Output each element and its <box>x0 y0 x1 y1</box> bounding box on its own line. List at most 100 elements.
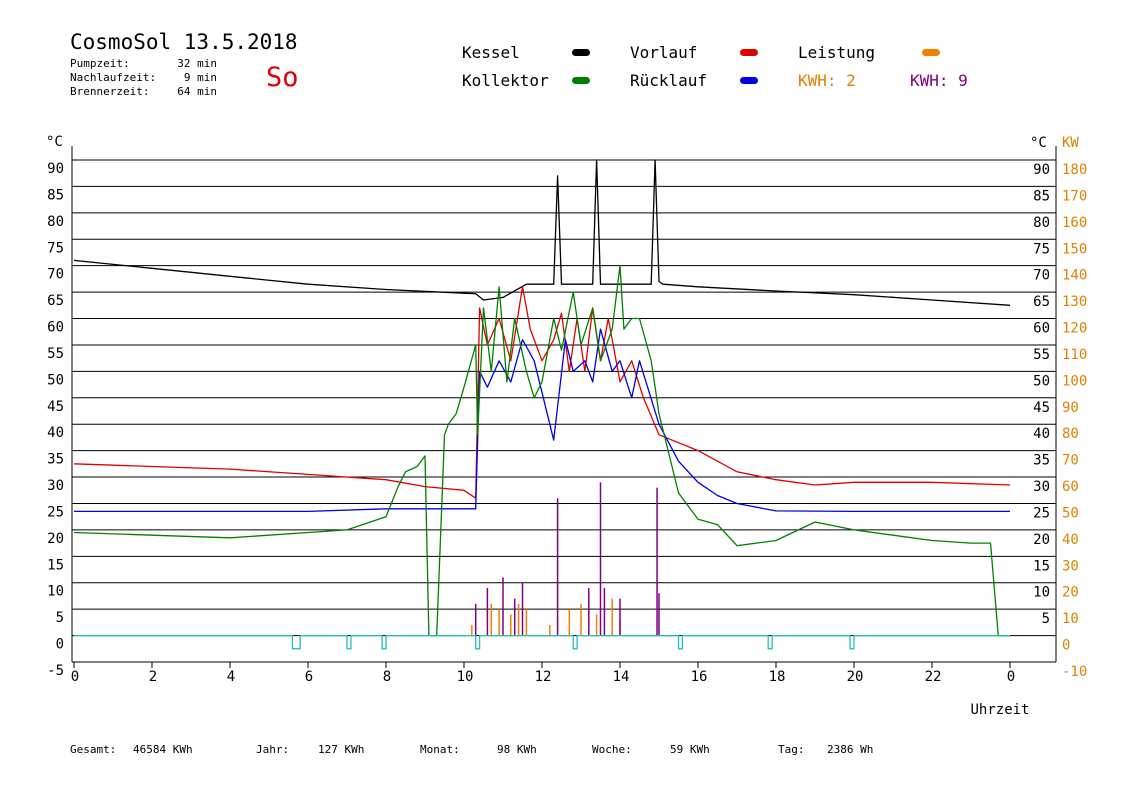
stat-brennerzeit-label: Brennerzeit: <box>70 85 150 98</box>
footer-jahr-label: Jahr: <box>256 743 290 756</box>
y-tick-label-right: 65 <box>1033 294 1050 310</box>
y2-tick-label: 70 <box>1062 453 1079 469</box>
y-tick-label-left: 50 <box>47 372 64 388</box>
y-tick-label-right: 70 <box>1033 268 1050 284</box>
x-tick-label: 18 <box>769 669 786 685</box>
x-tick-label: 12 <box>535 669 552 685</box>
footer-tag-value: 2386 Wh <box>827 743 874 756</box>
footer-woche-value: 59 KWh <box>670 743 710 756</box>
weekday-label: So <box>266 62 299 93</box>
x-tick-label: 4 <box>227 669 235 685</box>
y2-tick-label: 120 <box>1062 321 1087 337</box>
y-tick-label-right: 55 <box>1033 347 1050 363</box>
y-tick-label-left: 45 <box>47 399 64 415</box>
y2-tick-label: 0 <box>1062 638 1070 654</box>
legend-kollektor-label: Kollektor <box>462 71 549 90</box>
y-tick-label-left: 0 <box>56 637 64 653</box>
legend-kessel-label: Kessel <box>462 43 520 62</box>
y-tick-label-right: 85 <box>1033 188 1050 204</box>
y-tick-label-left: 60 <box>47 320 64 336</box>
stat-pumpzeit-label: Pumpzeit: <box>70 57 130 70</box>
y-tick-label-right: 10 <box>1033 585 1050 601</box>
y2-tick-label: 160 <box>1062 215 1087 231</box>
y-tick-label-left: 85 <box>47 187 64 203</box>
legend-kessel-swatch <box>572 49 590 56</box>
y-tick-label-right: 5 <box>1042 611 1050 627</box>
footer-monat-label: Monat: <box>420 743 460 756</box>
y-tick-label-left: 10 <box>47 584 64 600</box>
series-line-ruecklauf <box>74 328 1010 513</box>
y-tick-label-left: 5 <box>56 610 64 626</box>
x-tick-label: 10 <box>457 669 474 685</box>
legend-kwh-brenner: KWH: 9 <box>910 71 968 90</box>
y-tick-label-left: 20 <box>47 531 64 547</box>
y-tick-label-left: 75 <box>47 240 64 256</box>
stat-brennerzeit-value: 64 min <box>177 85 217 98</box>
y-tick-label-right: 40 <box>1033 426 1050 442</box>
y-tick-label-right: 75 <box>1033 241 1050 257</box>
y-tick-label-left: 15 <box>47 557 64 573</box>
y-right-unit-label: °C <box>1030 135 1047 151</box>
series-line-kollektor <box>73 265 1010 637</box>
y-left-unit-label: °C <box>46 134 63 150</box>
x-tick-label: 16 <box>691 669 708 685</box>
x-axis-label: Uhrzeit <box>970 702 1029 718</box>
y2-tick-label: 150 <box>1062 241 1087 257</box>
y-tick-label-left: 40 <box>47 425 64 441</box>
legend-vorlauf-swatch <box>740 49 758 56</box>
y-tick-label-left: 25 <box>47 504 64 520</box>
legend-vorlauf-label: Vorlauf <box>630 43 698 62</box>
x-tick-label: 0 <box>71 669 79 685</box>
y2-tick-label: 90 <box>1062 400 1079 416</box>
y2-tick-label: -10 <box>1062 664 1087 680</box>
footer-tag-label: Tag: <box>778 743 805 756</box>
y2-tick-label: 130 <box>1062 294 1087 310</box>
y-tick-label-right: 50 <box>1033 373 1050 389</box>
x-tick-label: 22 <box>925 669 942 685</box>
y2-tick-label: 170 <box>1062 188 1087 204</box>
legend-ruecklauf-swatch <box>740 77 758 84</box>
x-tick-label: 8 <box>383 669 391 685</box>
y2-tick-label: 50 <box>1062 505 1079 521</box>
y-tick-label-left: 55 <box>47 346 64 362</box>
y-tick-label-right: 20 <box>1033 532 1050 548</box>
y2-tick-label: 40 <box>1062 532 1079 548</box>
stat-pumpzeit-value: 32 min <box>177 57 217 70</box>
y2-tick-label: 100 <box>1062 373 1087 389</box>
footer-gesamt-label: Gesamt: <box>70 743 117 756</box>
y2-tick-label: 30 <box>1062 558 1079 574</box>
y-tick-label-right: 30 <box>1033 479 1050 495</box>
y2-tick-label: 180 <box>1062 162 1087 178</box>
legend-leistung-label: Leistung <box>798 43 876 62</box>
y2-tick-label: 140 <box>1062 268 1087 284</box>
footer-woche-label: Woche: <box>592 743 632 756</box>
y-tick-label-right: 60 <box>1033 321 1050 337</box>
legend-ruecklauf-label: Rücklauf <box>630 71 708 90</box>
series-line-kessel <box>73 159 1011 306</box>
x-tick-label: 2 <box>149 669 157 685</box>
y-tick-label-left: 70 <box>47 267 64 283</box>
legend-kwh-solar: KWH: 2 <box>798 71 856 90</box>
footer-jahr-value: 127 KWh <box>318 743 365 756</box>
y-tick-label-left: 65 <box>47 293 64 309</box>
series-line-vorlauf <box>73 286 1011 499</box>
footer-monat-value: 98 KWh <box>497 743 537 756</box>
y-tick-label-left: -5 <box>47 663 64 679</box>
x-tick-label: 6 <box>305 669 313 685</box>
y2-tick-label: 110 <box>1062 347 1087 363</box>
x-tick-label: 0 <box>1007 669 1015 685</box>
series-line-pumpe <box>74 634 1010 650</box>
stat-nachlaufzeit-value: 9 min <box>183 71 217 84</box>
y-tick-label-right: 35 <box>1033 453 1050 469</box>
y-tick-label-right: 80 <box>1033 215 1050 231</box>
y-tick-label-left: 80 <box>47 214 64 230</box>
legend-kollektor-swatch <box>572 77 590 84</box>
footer-gesamt-value: 46584 KWh <box>133 743 193 756</box>
y-tick-label-left: 90 <box>47 161 64 177</box>
y-tick-label-right: 25 <box>1033 505 1050 521</box>
y2-tick-label: 20 <box>1062 585 1079 601</box>
x-tick-label: 14 <box>613 669 630 685</box>
y-tick-label-left: 30 <box>47 478 64 494</box>
x-tick-label: 20 <box>847 669 864 685</box>
